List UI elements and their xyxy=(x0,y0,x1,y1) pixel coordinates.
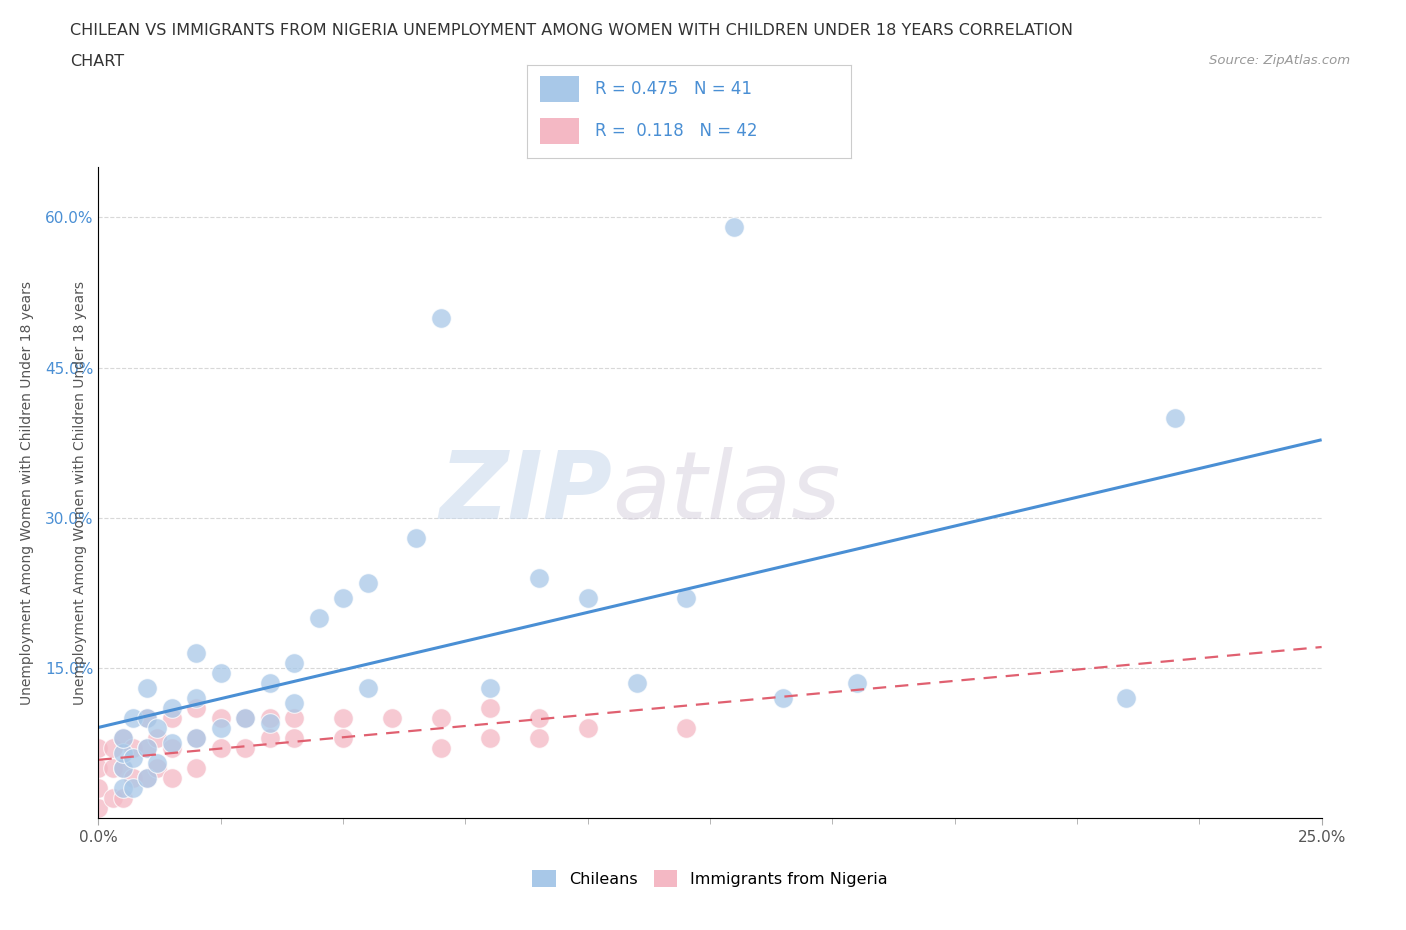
FancyBboxPatch shape xyxy=(540,118,579,144)
Point xyxy=(146,721,169,736)
FancyBboxPatch shape xyxy=(540,76,579,102)
Point xyxy=(308,611,330,626)
Point xyxy=(209,666,232,681)
Point xyxy=(111,731,134,746)
Point xyxy=(121,741,143,756)
Point xyxy=(146,761,169,776)
Point xyxy=(160,701,183,716)
Point xyxy=(160,771,183,786)
Point xyxy=(356,576,378,591)
Y-axis label: Unemployment Among Women with Children Under 18 years: Unemployment Among Women with Children U… xyxy=(20,281,34,705)
Point xyxy=(478,701,501,716)
Point xyxy=(283,731,305,746)
Y-axis label: Unemployment Among Women with Children Under 18 years: Unemployment Among Women with Children U… xyxy=(73,281,87,705)
Point xyxy=(478,681,501,696)
Point xyxy=(101,761,124,776)
Point xyxy=(160,741,183,756)
Text: atlas: atlas xyxy=(612,447,841,538)
Point xyxy=(186,731,208,746)
Point xyxy=(121,781,143,796)
Point xyxy=(101,741,124,756)
Point xyxy=(146,731,169,746)
Point xyxy=(101,790,124,805)
Point xyxy=(430,741,453,756)
Point xyxy=(527,711,550,725)
Point xyxy=(478,731,501,746)
Point xyxy=(259,716,281,731)
Point xyxy=(233,711,256,725)
Point xyxy=(136,741,159,756)
Point xyxy=(121,771,143,786)
Point xyxy=(233,741,256,756)
Point xyxy=(283,656,305,671)
Point xyxy=(233,711,256,725)
Point xyxy=(332,731,354,746)
Text: Source: ZipAtlas.com: Source: ZipAtlas.com xyxy=(1209,54,1350,67)
Legend: Chileans, Immigrants from Nigeria: Chileans, Immigrants from Nigeria xyxy=(524,862,896,895)
Text: ZIP: ZIP xyxy=(439,447,612,538)
Point xyxy=(121,751,143,765)
Point xyxy=(136,771,159,786)
Point xyxy=(356,681,378,696)
Point xyxy=(186,701,208,716)
Point xyxy=(283,711,305,725)
Point xyxy=(111,731,134,746)
Point xyxy=(283,696,305,711)
Point xyxy=(259,711,281,725)
Point xyxy=(675,721,697,736)
Point xyxy=(186,645,208,660)
Text: R = 0.475   N = 41: R = 0.475 N = 41 xyxy=(595,80,752,99)
Point xyxy=(87,761,110,776)
Point xyxy=(136,711,159,725)
Point xyxy=(1164,410,1187,425)
Point xyxy=(146,756,169,771)
Point xyxy=(209,721,232,736)
Point xyxy=(121,711,143,725)
Text: CHILEAN VS IMMIGRANTS FROM NIGERIA UNEMPLOYMENT AMONG WOMEN WITH CHILDREN UNDER : CHILEAN VS IMMIGRANTS FROM NIGERIA UNEMP… xyxy=(70,23,1073,38)
Point xyxy=(430,311,453,325)
Point xyxy=(381,711,404,725)
Point xyxy=(209,711,232,725)
Point xyxy=(626,676,648,691)
Point xyxy=(1115,691,1137,706)
Point xyxy=(160,736,183,751)
Point xyxy=(87,801,110,816)
Point xyxy=(87,781,110,796)
Point xyxy=(332,711,354,725)
Point xyxy=(111,761,134,776)
Text: CHART: CHART xyxy=(70,54,124,69)
Point xyxy=(576,591,599,605)
Point xyxy=(160,711,183,725)
Point xyxy=(209,741,232,756)
Text: R =  0.118   N = 42: R = 0.118 N = 42 xyxy=(595,122,758,140)
Point xyxy=(186,691,208,706)
Point xyxy=(405,530,427,545)
Point xyxy=(111,761,134,776)
Point xyxy=(527,731,550,746)
Point xyxy=(576,721,599,736)
Point xyxy=(430,711,453,725)
Point xyxy=(259,676,281,691)
Point xyxy=(111,746,134,761)
Point xyxy=(845,676,868,691)
Point xyxy=(186,731,208,746)
Point xyxy=(186,761,208,776)
Point xyxy=(111,781,134,796)
Point xyxy=(259,731,281,746)
Point xyxy=(136,771,159,786)
Point xyxy=(772,691,794,706)
Point xyxy=(136,741,159,756)
Point xyxy=(136,711,159,725)
Point xyxy=(332,591,354,605)
Point xyxy=(136,681,159,696)
Point xyxy=(87,741,110,756)
Point xyxy=(527,571,550,586)
Point xyxy=(723,220,745,235)
Point xyxy=(675,591,697,605)
Point xyxy=(111,790,134,805)
